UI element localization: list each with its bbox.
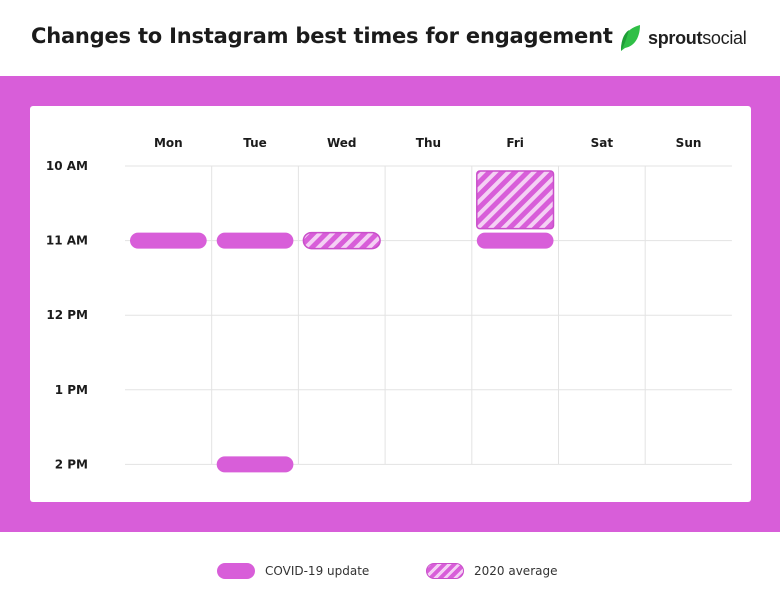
slot-bar-covid-update — [216, 232, 294, 249]
day-label: Mon — [154, 136, 183, 150]
logo-text-regular: social — [702, 27, 747, 48]
axis-labels: Mon Tue Wed Thu Fri Sat Sun 10 AM 11 AM 12 PM 1 PM… — [46, 136, 702, 471]
sprout-leaf-icon — [621, 25, 640, 51]
legend-item-covid: COVID-19 update — [217, 563, 369, 579]
legend-item-2020: 2020 average — [426, 563, 557, 579]
time-label: 2 PM — [55, 457, 88, 471]
time-label: 1 PM — [55, 383, 88, 397]
time-slots — [130, 170, 555, 473]
grid-lines — [125, 165, 732, 465]
legend-label: COVID-19 update — [265, 564, 370, 578]
legend-swatch-solid — [217, 563, 255, 579]
slot-bar-2020-average — [476, 170, 555, 230]
slot-bar-covid-update — [216, 456, 294, 473]
header: Changes to Instagram best times for enga… — [0, 0, 780, 76]
legend-swatch-hatched — [426, 563, 464, 579]
sproutsocial-logo: sproutsocial — [618, 24, 747, 52]
chart-title: Changes to Instagram best times for enga… — [31, 24, 613, 48]
slot-bar-covid-update — [476, 232, 554, 249]
logo-text-bold: sprout — [648, 27, 703, 48]
slot-bar-2020-average — [302, 231, 381, 250]
day-label: Thu — [416, 136, 441, 150]
day-label: Sun — [676, 136, 702, 150]
legend-label: 2020 average — [474, 564, 558, 578]
day-label: Fri — [506, 136, 523, 150]
time-label: 12 PM — [46, 308, 88, 322]
chart-panel: Mon Tue Wed Thu Fri Sat Sun 10 AM 11 AM 12 PM 1 PM… — [30, 106, 751, 502]
time-label: 10 AM — [46, 159, 88, 173]
schedule-chart: Mon Tue Wed Thu Fri Sat Sun 10 AM 11 AM 12 PM 1 PM… — [46, 136, 732, 473]
day-label: Sat — [591, 136, 614, 150]
logo-wordmark: sproutsocial — [648, 27, 747, 49]
time-label: 11 AM — [46, 234, 88, 248]
day-label: Tue — [243, 136, 267, 150]
legend: COVID-19 update 2020 average — [0, 532, 780, 608]
day-label: Wed — [327, 136, 357, 150]
slot-bar-covid-update — [130, 232, 207, 249]
